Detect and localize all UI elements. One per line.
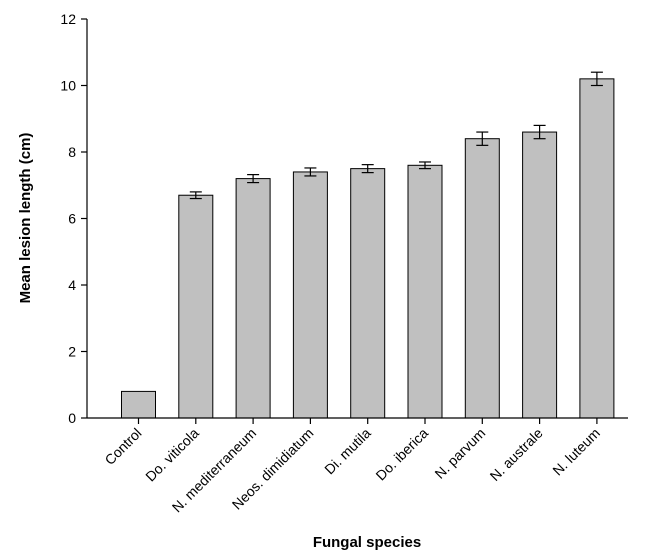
y-ticks: 0 2 4 6 8 10 12 <box>60 11 87 426</box>
bar <box>235 178 271 419</box>
y-tick-label: 4 <box>68 277 76 293</box>
error-bar <box>590 71 603 87</box>
x-tick-label: N. australe <box>487 425 546 484</box>
y-tick-label: 10 <box>60 78 76 94</box>
error-bars-layer <box>189 71 603 200</box>
bar <box>522 131 558 419</box>
bar <box>407 164 443 419</box>
y-tick-label: 0 <box>68 410 76 426</box>
y-tick-label: 2 <box>68 344 76 360</box>
bar <box>350 168 386 419</box>
error-bar <box>247 174 260 184</box>
bar <box>464 138 500 419</box>
y-axis-title: Mean lesion length (cm) <box>17 133 34 304</box>
error-bar <box>189 191 202 200</box>
bar <box>579 78 615 419</box>
error-bar <box>419 161 431 170</box>
error-bar <box>533 124 546 140</box>
x-tick-label: Do. viticola <box>142 425 202 485</box>
error-bar <box>361 164 374 174</box>
x-axis-title: Fungal species <box>313 534 421 551</box>
x-tick-label: Control <box>101 425 144 468</box>
x-tick-label: N. luteum <box>549 425 603 479</box>
x-tick-label: Do. iberica <box>372 425 431 484</box>
bars-layer <box>121 78 615 419</box>
y-tick-label: 8 <box>68 144 76 160</box>
y-tick-label: 12 <box>60 11 76 27</box>
bar <box>292 171 328 419</box>
bar <box>121 390 156 419</box>
x-tick-label: N. parvum <box>431 425 488 482</box>
error-bar <box>476 131 489 146</box>
error-bar <box>304 167 317 177</box>
x-tick-label: Di. mutila <box>321 425 374 478</box>
bar <box>178 194 214 419</box>
y-tick-label: 6 <box>68 211 76 227</box>
